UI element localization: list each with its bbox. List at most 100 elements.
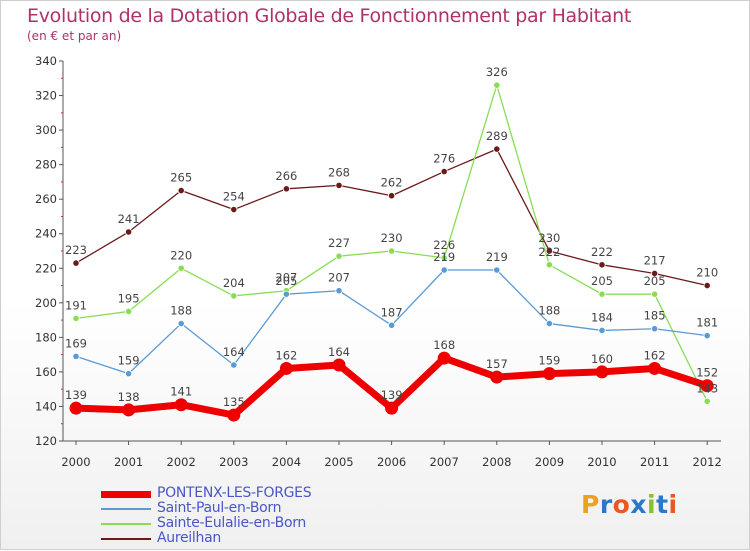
data-point [177, 186, 185, 195]
data-point [545, 319, 554, 328]
data-point [332, 358, 346, 372]
data-point [493, 81, 501, 89]
data-point [69, 401, 83, 415]
data-point [595, 365, 609, 379]
y-tick-label: 240 [35, 227, 57, 241]
x-tick-label: 2003 [219, 455, 248, 469]
logo-letter: P [581, 490, 600, 519]
data-label: 227 [328, 236, 350, 250]
data-label: 139 [381, 388, 403, 402]
data-label: 276 [433, 152, 455, 166]
data-label: 219 [433, 250, 455, 264]
data-label: 254 [223, 190, 245, 204]
data-label: 169 [65, 336, 87, 350]
data-label: 226 [433, 238, 455, 252]
data-label: 184 [591, 310, 613, 324]
data-label: 289 [486, 129, 508, 143]
data-label: 185 [644, 309, 666, 323]
data-label: 222 [591, 245, 613, 259]
data-label: 195 [118, 291, 140, 305]
data-point [335, 181, 343, 189]
logo-letter: i [668, 490, 678, 519]
y-tick-label: 180 [35, 330, 57, 344]
data-label: 220 [170, 248, 192, 262]
y-tick-label: 320 [35, 89, 57, 103]
data-point [72, 352, 80, 360]
data-label: 159 [118, 354, 140, 368]
data-point [440, 167, 448, 176]
y-tick-label: 140 [35, 399, 57, 413]
data-point [648, 361, 662, 375]
data-point [122, 403, 136, 417]
data-label: 162 [275, 348, 297, 362]
data-label: 188 [538, 304, 560, 318]
data-label: 191 [65, 298, 87, 312]
y-tick-label: 300 [35, 123, 57, 137]
legend-swatch [101, 538, 151, 540]
data-point [279, 361, 293, 375]
data-label: 326 [486, 65, 508, 79]
data-point [177, 319, 185, 328]
data-point [650, 325, 659, 333]
data-point [125, 228, 133, 236]
data-label: 207 [275, 271, 297, 285]
chart-subtitle: (en € et par an) [27, 29, 122, 43]
data-point [174, 398, 188, 412]
legend-swatch [101, 523, 151, 525]
data-point [230, 205, 238, 214]
data-point [542, 367, 556, 381]
data-label: 230 [538, 231, 560, 245]
data-label: 135 [223, 395, 245, 409]
data-point [703, 397, 711, 405]
data-label: 143 [696, 381, 718, 395]
data-point [545, 247, 554, 255]
data-point [440, 254, 448, 262]
data-label: 160 [591, 352, 613, 366]
data-point [437, 351, 451, 365]
x-tick-label: 2002 [167, 455, 196, 469]
x-tick-label: 2000 [61, 455, 90, 469]
chart-title: Evolution de la Dotation Globale de Fonc… [27, 5, 632, 27]
x-tick-label: 2011 [640, 455, 669, 469]
data-label: 217 [644, 253, 666, 267]
data-label: 222 [538, 245, 560, 259]
data-point [72, 314, 80, 322]
data-label: 205 [275, 274, 297, 288]
data-label: 168 [433, 338, 455, 352]
data-point [387, 192, 396, 200]
data-point [230, 292, 238, 300]
data-point [282, 185, 290, 193]
data-label: 162 [644, 348, 666, 362]
data-label: 268 [328, 165, 350, 179]
data-point [335, 252, 343, 260]
x-tick-label: 2009 [535, 455, 564, 469]
data-label: 164 [223, 345, 245, 359]
data-label: 207 [328, 271, 350, 285]
data-point [177, 264, 185, 272]
data-point [230, 361, 238, 369]
logo-letter: r [599, 490, 613, 519]
x-tick-label: 2006 [377, 455, 406, 469]
legend-label: Saint-Paul-en-Born [157, 500, 282, 516]
data-point [700, 379, 714, 393]
x-tick-label: 2008 [482, 455, 511, 469]
data-label: 138 [118, 390, 140, 404]
y-tick-label: 220 [35, 261, 57, 275]
data-point [335, 287, 343, 295]
data-point [385, 401, 399, 415]
data-label: 187 [381, 305, 403, 319]
y-tick-label: 280 [35, 158, 57, 172]
data-point [387, 247, 396, 255]
data-point [703, 332, 711, 340]
x-tick-label: 2007 [430, 455, 459, 469]
logo-letter: t [656, 490, 669, 519]
legend-label: Aureilhan [157, 530, 221, 546]
data-point [703, 281, 711, 290]
y-tick-label: 200 [35, 296, 57, 310]
data-label: 164 [328, 345, 350, 359]
data-point [598, 290, 606, 298]
data-point [598, 326, 606, 335]
data-label: 159 [538, 354, 560, 368]
